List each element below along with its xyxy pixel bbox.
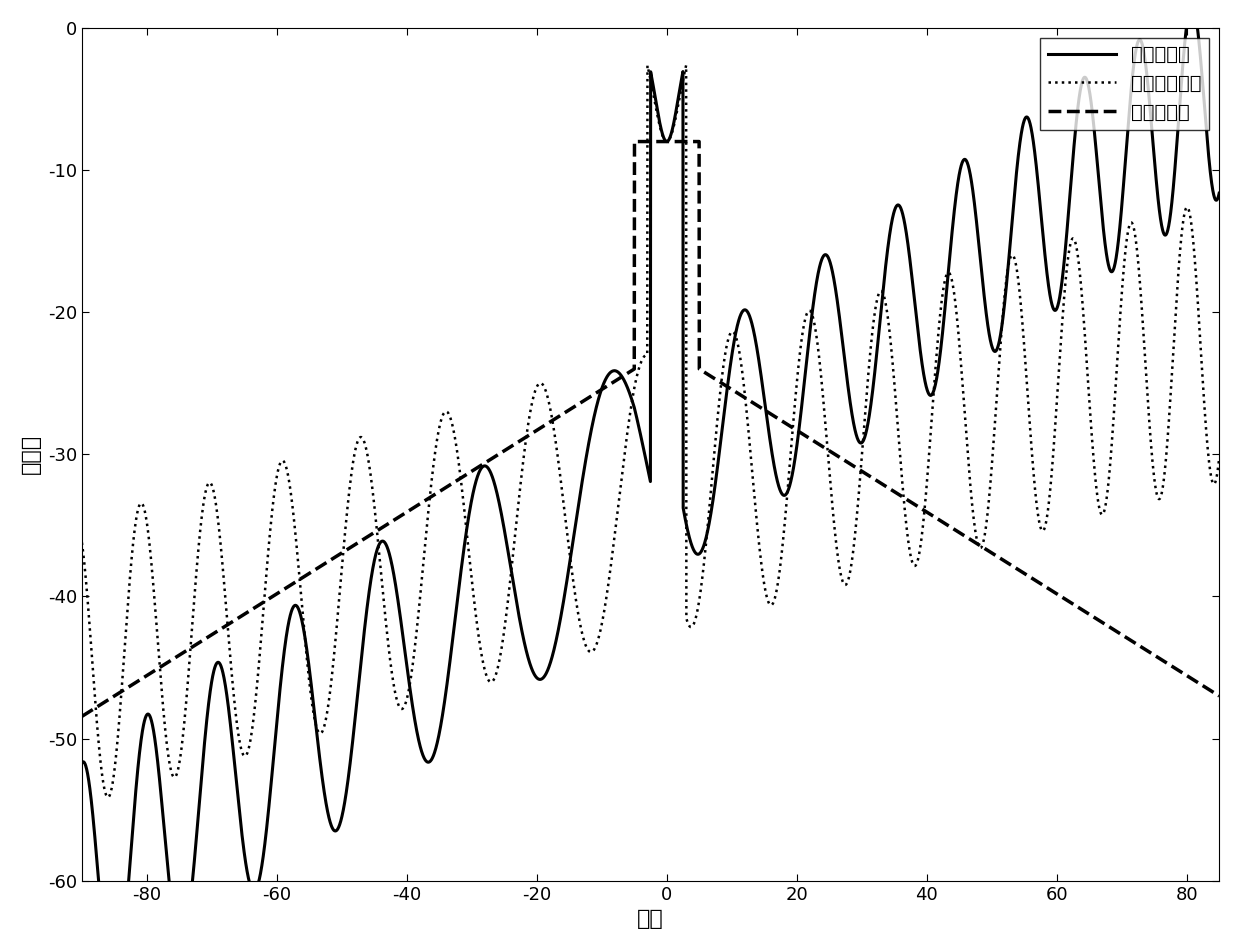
本发明方法 (815, 254, 830, 265)
Y-axis label: 方向图: 方向图 (21, 434, 41, 474)
本发明方法 (74, 757, 89, 769)
Line: 本发明方法: 本发明方法 (82, 4, 1219, 950)
Line: 交替投影方法: 交替投影方法 (82, 66, 1219, 797)
交替投影方法 (1009, 268, 1024, 279)
交替投影方法 (510, 515, 525, 526)
本发明方法 (1009, 161, 1024, 172)
交替投影方法 (1211, 452, 1226, 464)
本发明方法 (1211, 187, 1226, 199)
本发明方法 (924, 390, 939, 401)
交替投影方法 (756, 580, 771, 591)
期望方向图 (815, 440, 830, 451)
本发明方法 (756, 392, 771, 404)
Legend: 本发明方法, 交替投影方法, 期望方向图: 本发明方法, 交替投影方法, 期望方向图 (1040, 38, 1209, 129)
期望方向图 (924, 509, 939, 521)
X-axis label: 角度: 角度 (637, 909, 663, 929)
期望方向图 (508, 437, 523, 448)
Line: 期望方向图: 期望方向图 (82, 142, 1219, 716)
期望方向图 (1211, 691, 1226, 702)
交替投影方法 (924, 424, 939, 435)
期望方向图 (756, 404, 771, 415)
交替投影方法 (281, 473, 296, 485)
交替投影方法 (815, 379, 830, 390)
交替投影方法 (74, 537, 89, 548)
交替投影方法 (678, 60, 693, 71)
本发明方法 (281, 617, 296, 628)
期望方向图 (627, 136, 642, 147)
本发明方法 (510, 597, 525, 608)
期望方向图 (1009, 563, 1024, 575)
本发明方法 (1184, 0, 1199, 10)
期望方向图 (74, 711, 89, 722)
交替投影方法 (100, 791, 115, 803)
期望方向图 (281, 580, 296, 592)
